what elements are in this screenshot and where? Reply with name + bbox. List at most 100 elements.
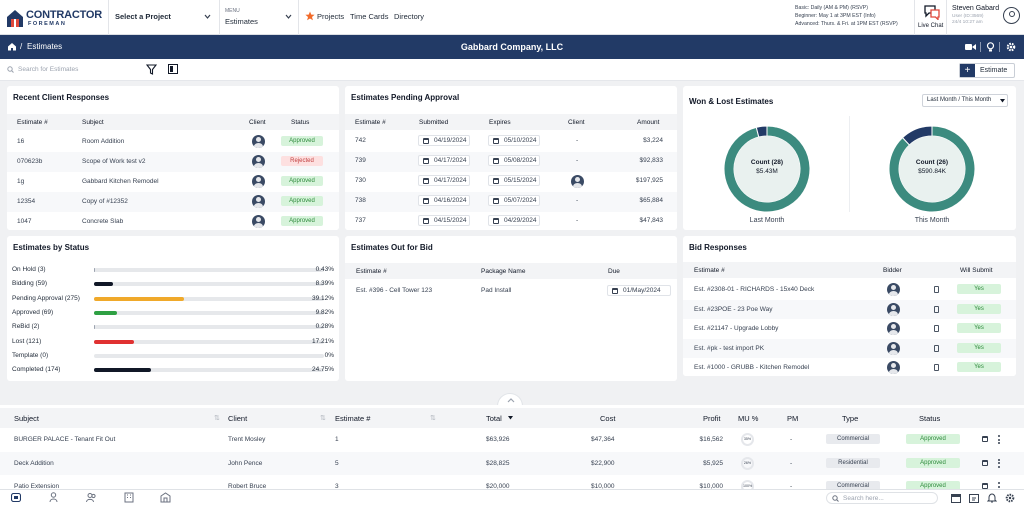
column-header[interactable]: Subject [82,119,104,126]
home-icon[interactable] [7,42,17,51]
donut-chart-this-month[interactable] [887,124,977,214]
store-icon[interactable] [160,492,171,503]
table-row[interactable]: 730 04/17/2024 05/15/2024 $197,925 [345,172,677,192]
table-row[interactable]: Est. #1000 - GRUBB - Kitchen Remodel Yes [683,358,1016,376]
client-avatar[interactable] [252,195,265,208]
user-avatar[interactable] [1003,7,1020,24]
lightbulb-icon[interactable] [986,42,995,52]
column-header[interactable]: Status [919,414,941,423]
bidder-avatar[interactable] [887,341,900,355]
table-row[interactable]: Est. #21147 - Upgrade Lobby Yes [683,319,1016,339]
building-icon[interactable] [124,492,134,503]
dashboard-icon[interactable] [11,493,21,502]
add-estimate-button[interactable]: + Estimate [959,63,1015,78]
sort-icon[interactable]: ⇅ [320,415,326,422]
global-search[interactable]: Search here... [826,492,938,504]
video-icon[interactable] [965,43,976,51]
column-header[interactable]: Subject [14,414,40,423]
column-header[interactable]: Bidder [883,267,902,274]
column-header[interactable]: Expires [489,119,511,126]
bidder-avatar[interactable] [887,302,900,316]
client-avatar[interactable] [252,175,265,188]
chevron-down-icon[interactable] [285,14,292,19]
client-avatar[interactable] [571,175,584,188]
training-schedule[interactable]: Basic: Daily (AM & PM) (RSVP) Beginner: … [795,4,898,28]
client-avatar[interactable] [252,215,265,228]
quick-link-time-cards[interactable]: Time Cards [350,12,389,21]
table-row[interactable]: 12354 Copy of #12352 Approved [7,192,339,212]
person-icon[interactable] [49,492,58,503]
document-icon[interactable] [934,305,939,313]
column-header[interactable]: Package Name [481,268,526,275]
status-name[interactable]: Template (0) [12,351,49,359]
column-header[interactable]: Submitted [419,119,449,126]
donut-lost-segment[interactable] [901,125,933,146]
table-row[interactable]: Est. #396 - Cell Tower 123 Pad Install 0… [345,281,677,301]
table-row[interactable]: Deck Addition John Pence 5 $28,825 $22,900 $5… [0,451,1024,475]
sort-icon[interactable]: ⇅ [430,415,436,422]
bidder-avatar[interactable] [887,322,900,335]
column-header[interactable]: Estimate # [356,268,387,275]
table-row[interactable]: 738 04/16/2024 05/07/2024 - $65,884 [345,192,677,212]
settings-icon[interactable] [1005,493,1015,503]
donut-won-segment[interactable] [723,125,811,213]
client-avatar[interactable] [252,155,265,168]
gear-icon[interactable] [1006,42,1016,52]
column-header-sorted[interactable]: Total [486,414,502,423]
column-header[interactable]: Due [608,268,620,275]
status-name[interactable]: Completed (174) [12,366,61,374]
more-options-icon[interactable] [998,458,1000,468]
project-selector[interactable]: Select a Project [115,12,171,21]
status-name[interactable]: Lost (121) [12,337,42,345]
date-range-select[interactable]: Last Month / This Month [922,94,1008,107]
table-row[interactable]: 739 04/17/2024 05/08/2024 - $92,833 [345,152,677,172]
bidder-avatar[interactable] [887,283,900,296]
bell-icon[interactable] [987,493,997,503]
column-header[interactable]: Client [568,119,585,126]
column-header[interactable]: Client [228,414,248,423]
table-row[interactable]: 1g Gabbard Kitchen Remodel Approved [7,172,339,192]
status-name[interactable]: On Hold (3) [12,266,46,273]
live-chat-icon[interactable] [923,4,941,20]
column-header[interactable]: PM [787,414,799,423]
status-name[interactable]: Pending Approval (275) [12,294,80,302]
document-icon[interactable] [934,364,939,371]
document-icon[interactable] [934,286,939,293]
table-row[interactable]: BURGER PALACE - Tenant Fit Out Trent Mosl… [0,428,1024,452]
table-row[interactable]: 737 04/15/2024 04/29/2024 - $47,843 [345,212,677,230]
bidder-avatar[interactable] [887,361,900,374]
column-header[interactable]: Estimate # [17,119,48,126]
user-name[interactable]: Steven Gabard [952,5,1000,12]
table-row[interactable]: 16 Room Addition Approved [7,132,339,152]
status-name[interactable]: Approved (69) [12,308,54,316]
column-header[interactable]: Status [291,119,310,126]
table-row[interactable]: 070623b Scope of Work test v2 Rejected [7,152,339,172]
column-header[interactable]: Will Submit [960,267,993,274]
column-header[interactable]: Estimate # [355,119,386,126]
column-header[interactable]: Estimate # [694,267,725,274]
document-icon[interactable] [934,325,939,332]
quick-link-directory[interactable]: Directory [394,12,425,21]
column-header[interactable]: Amount [637,119,660,126]
table-row[interactable]: Est. #pk - test import PK Yes [683,338,1016,358]
column-header[interactable]: Cost [600,414,616,423]
global-search-input[interactable]: Search here... [843,495,884,502]
table-row[interactable]: Est. #23POE - 23 Poe Way Yes [683,299,1016,319]
search-input[interactable]: Search for Estimates [18,66,79,73]
more-options-icon[interactable] [998,435,1000,444]
column-header[interactable]: Client [249,119,266,126]
donut-lost-segment[interactable] [755,125,768,138]
donut-chart-last-month[interactable] [722,124,812,214]
sort-icon[interactable]: ⇅ [214,415,220,422]
calendar-icon[interactable] [982,483,988,489]
calendar-icon[interactable] [951,493,961,503]
table-row[interactable]: 1047 Concrete Slab Approved [7,212,339,230]
quick-link-projects[interactable]: Projects [317,12,345,21]
table-row[interactable]: 742 04/19/2024 05/10/2024 - $3,224 [345,132,677,152]
document-icon[interactable] [934,344,939,352]
column-header[interactable]: Profit [703,414,721,423]
status-name[interactable]: Bidding (59) [12,280,48,288]
calendar-icon[interactable] [982,436,988,442]
calendar-icon[interactable] [982,459,988,466]
chevron-down-icon[interactable] [204,14,211,19]
